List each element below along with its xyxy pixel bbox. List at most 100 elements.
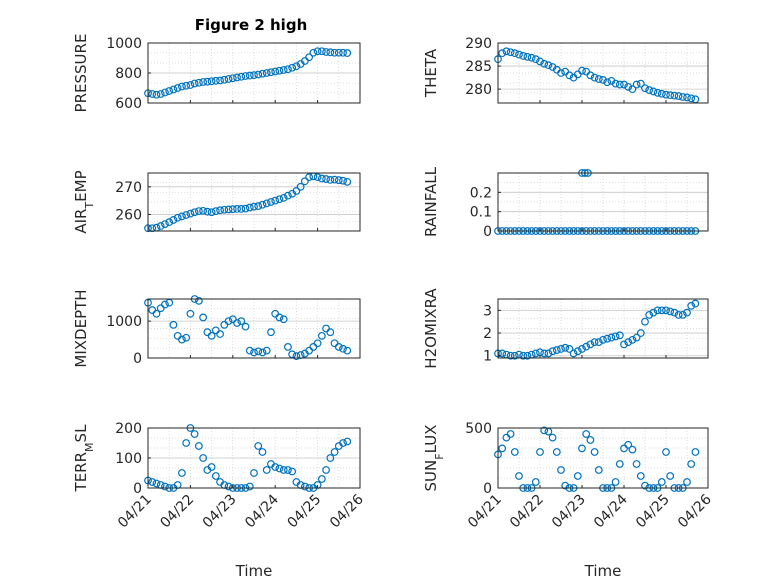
axes-box: [147, 298, 361, 359]
data-point: [691, 299, 700, 308]
data-point: [594, 75, 603, 83]
data-point: [330, 175, 339, 184]
data-point: [148, 478, 157, 486]
data-point: [599, 335, 607, 344]
data-point: [578, 66, 586, 75]
data-point: [527, 53, 536, 62]
data-point: [186, 309, 195, 318]
data-point: [662, 448, 670, 456]
data-point: [657, 89, 666, 98]
data-point: [317, 47, 326, 56]
y-tick-label: 270: [115, 180, 142, 196]
data-point: [519, 52, 528, 60]
data-point: [624, 338, 633, 347]
data-point: [245, 346, 254, 355]
x-axis-label: Time: [235, 562, 273, 580]
y-tick-label: 280: [465, 82, 492, 98]
subplot-1: 600 800 1000 PRESSURE: [72, 34, 361, 112]
data-point: [326, 48, 335, 57]
data-point: [502, 47, 511, 56]
data-point: [178, 82, 186, 91]
data-point: [313, 339, 322, 348]
data-point: [317, 174, 326, 183]
data-point: [173, 84, 182, 92]
data-point: [334, 343, 343, 351]
data-point: [615, 331, 624, 340]
axes-box: [497, 298, 709, 359]
data-point: [305, 53, 314, 62]
data-point: [624, 82, 633, 91]
data-point: [194, 296, 203, 305]
data-point: [279, 466, 288, 474]
data-point: [317, 475, 326, 483]
y-tick-label: 1000: [106, 314, 142, 330]
data-point: [199, 454, 208, 462]
data-point: [578, 345, 586, 353]
data-point: [190, 208, 199, 217]
data-point: [161, 482, 169, 491]
subplot-3: 260 270 AIRTEMP: [72, 170, 361, 234]
y-axis-label: SUNFLUX: [422, 425, 446, 492]
data-point: [305, 173, 314, 182]
data-point: [182, 333, 191, 342]
subplot-4: 0 0.1 0.2 RAINFALL: [422, 166, 709, 240]
data-point: [691, 448, 700, 456]
data-point: [211, 76, 220, 85]
data-point: [687, 301, 696, 310]
data-point: [156, 90, 165, 98]
data-point: [258, 348, 267, 357]
axes-box: [497, 42, 709, 104]
data-point: [339, 48, 347, 57]
subplot-6: 1 2 3 H2OMIXRA: [422, 288, 709, 369]
data-point: [211, 472, 220, 480]
data-point: [339, 176, 347, 185]
y-axis-label: H2OMIXRA: [422, 288, 440, 369]
data-point: [211, 207, 220, 216]
data-point: [565, 345, 574, 353]
data-point: [262, 466, 271, 474]
data-point: [620, 80, 628, 89]
data-point: [194, 442, 203, 450]
data-point: [330, 48, 339, 57]
y-tick-label: 100: [115, 451, 142, 467]
data-point: [531, 55, 540, 64]
data-point: [271, 196, 280, 205]
data-point: [343, 49, 352, 57]
data-point: [641, 84, 649, 93]
data-point: [510, 49, 519, 58]
data-point: [573, 347, 582, 356]
data-point: [636, 472, 645, 480]
data-point: [233, 73, 241, 82]
y-axis-label: RAINFALL: [422, 166, 440, 237]
data-point: [565, 71, 574, 80]
data-point: [632, 333, 641, 342]
y-axis-label: MIXDEPTH: [72, 289, 90, 367]
data-point: [178, 212, 186, 221]
data-point: [326, 176, 335, 184]
data-point: [506, 351, 515, 360]
data-point: [161, 220, 169, 228]
data-point: [662, 306, 670, 315]
y-axis-label: TERRMSL: [72, 424, 96, 493]
data-point: [540, 59, 549, 68]
data-point: [657, 306, 666, 315]
data-point: [653, 88, 662, 97]
data-point: [194, 207, 203, 216]
data-point: [611, 79, 620, 88]
data-point: [586, 71, 595, 80]
data-point: [300, 482, 309, 491]
data-point: [670, 91, 679, 100]
data-point: [670, 308, 679, 317]
data-point: [628, 335, 637, 344]
data-point: [203, 207, 212, 216]
data-point: [267, 198, 275, 206]
data-point: [216, 330, 224, 338]
data-point: [300, 177, 309, 186]
data-point: [224, 205, 233, 214]
data-point: [271, 463, 280, 471]
data-point: [666, 307, 675, 316]
data-point: [233, 319, 241, 327]
data-point: [552, 448, 561, 456]
data-point: [569, 349, 578, 358]
